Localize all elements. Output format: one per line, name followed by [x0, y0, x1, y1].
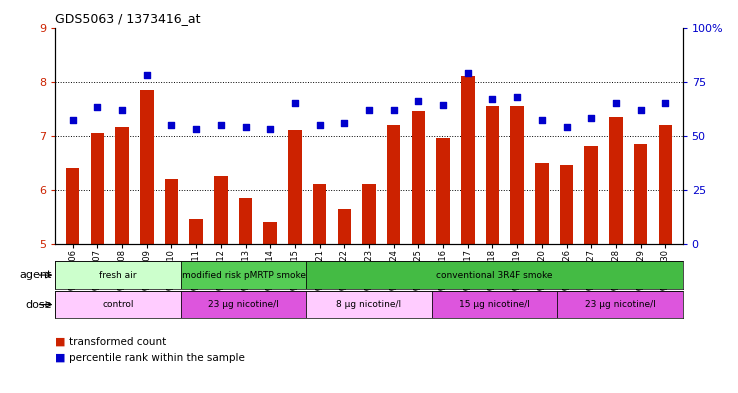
Point	[413, 98, 424, 104]
Bar	[91, 133, 104, 244]
Text: 15 μg nicotine/l: 15 μg nicotine/l	[459, 300, 530, 309]
Bar	[313, 184, 326, 244]
Bar	[66, 168, 80, 244]
Point	[437, 102, 449, 108]
Bar	[263, 222, 277, 244]
Point	[92, 104, 103, 110]
Text: 23 μg nicotine/l: 23 μg nicotine/l	[208, 300, 279, 309]
Bar	[288, 130, 302, 244]
Bar	[584, 146, 598, 244]
Bar	[634, 144, 647, 244]
Point	[314, 121, 325, 128]
Bar	[511, 106, 524, 244]
Bar	[412, 111, 425, 244]
Bar	[140, 90, 154, 244]
Point	[536, 117, 548, 123]
Text: ■: ■	[55, 353, 66, 363]
Bar	[337, 209, 351, 244]
Text: agent: agent	[19, 270, 52, 280]
Text: transformed count: transformed count	[69, 337, 166, 347]
Bar	[181, 291, 306, 318]
Point	[289, 100, 301, 106]
Bar	[436, 138, 450, 244]
Point	[462, 70, 474, 76]
Bar	[55, 291, 181, 318]
Bar	[55, 261, 181, 289]
Bar	[362, 184, 376, 244]
Bar	[181, 261, 306, 289]
Bar	[387, 125, 401, 244]
Point	[610, 100, 622, 106]
Text: dose: dose	[25, 299, 52, 310]
Bar	[115, 127, 129, 244]
Text: 23 μg nicotine/l: 23 μg nicotine/l	[584, 300, 655, 309]
Text: control: control	[103, 300, 134, 309]
Bar	[560, 165, 573, 244]
Point	[486, 95, 498, 102]
Text: modified risk pMRTP smoke: modified risk pMRTP smoke	[182, 271, 306, 279]
Bar	[214, 176, 227, 244]
Text: 8 μg nicotine/l: 8 μg nicotine/l	[337, 300, 401, 309]
Point	[660, 100, 672, 106]
Point	[339, 119, 351, 126]
Point	[387, 107, 399, 113]
Bar	[238, 198, 252, 244]
Bar	[535, 163, 548, 244]
Bar	[432, 291, 557, 318]
Point	[585, 115, 597, 121]
Text: conventional 3R4F smoke: conventional 3R4F smoke	[436, 271, 553, 279]
Bar	[658, 125, 672, 244]
Bar	[609, 117, 623, 244]
Bar	[306, 291, 432, 318]
Bar	[557, 291, 683, 318]
Bar	[461, 76, 475, 244]
Point	[363, 107, 375, 113]
Point	[561, 124, 573, 130]
Bar	[165, 179, 178, 244]
Point	[165, 121, 177, 128]
Text: percentile rank within the sample: percentile rank within the sample	[69, 353, 244, 363]
Text: ■: ■	[55, 337, 66, 347]
Point	[215, 121, 227, 128]
Point	[66, 117, 78, 123]
Point	[635, 107, 646, 113]
Bar	[486, 106, 500, 244]
Text: fresh air: fresh air	[100, 271, 137, 279]
Point	[116, 107, 128, 113]
Point	[190, 126, 202, 132]
Point	[141, 72, 153, 78]
Text: GDS5063 / 1373416_at: GDS5063 / 1373416_at	[55, 12, 201, 25]
Point	[240, 124, 252, 130]
Point	[511, 94, 523, 100]
Bar	[306, 261, 683, 289]
Point	[264, 126, 276, 132]
Bar	[190, 219, 203, 244]
